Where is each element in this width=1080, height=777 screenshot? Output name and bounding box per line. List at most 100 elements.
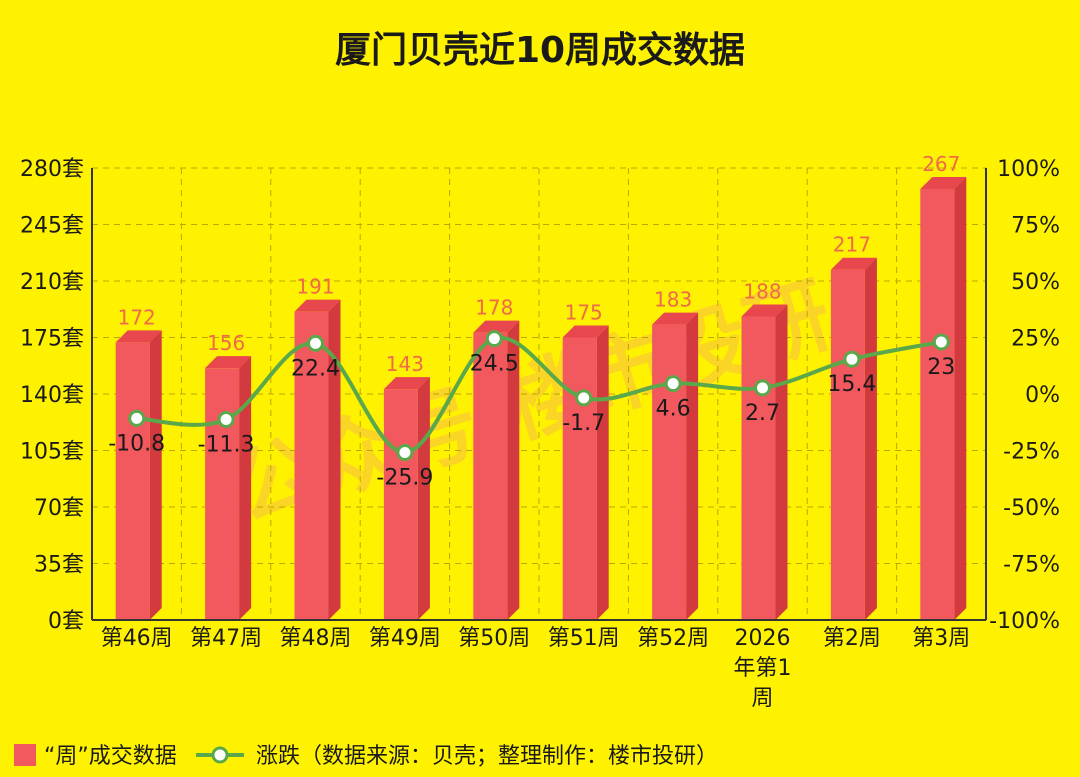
right-tick-label: 75% [1011, 214, 1060, 239]
left-tick-label: 280套 [20, 157, 84, 182]
left-tick-label: 245套 [20, 214, 84, 239]
x-tick-label: 第49周 [369, 626, 441, 651]
bar [473, 332, 508, 620]
change-value-label: 4.6 [656, 397, 691, 422]
change-value-label: 24.5 [470, 352, 519, 377]
right-tick-label: -25% [1003, 440, 1060, 465]
left-tick-label: 210套 [20, 270, 84, 295]
right-tick-label: -75% [1003, 553, 1060, 578]
bar [830, 269, 865, 620]
change-value-label: -1.7 [562, 411, 605, 436]
bar-value-label: 156 [207, 331, 245, 355]
bar [562, 337, 597, 620]
change-value-label: 23 [927, 355, 955, 380]
right-tick-label: 100% [997, 157, 1060, 182]
bar-top [205, 356, 252, 369]
bar-top [294, 299, 341, 312]
bar-top [562, 325, 609, 338]
bar [652, 324, 687, 620]
chart-title: 厦门贝壳近10周成交数据 [335, 29, 745, 71]
bar-series [115, 176, 967, 620]
bar-value-label: 183 [654, 288, 692, 312]
change-point [307, 334, 324, 352]
x-tick-label: 第46周 [101, 626, 173, 651]
bar-side [328, 299, 341, 620]
change-point [932, 333, 950, 351]
x-tick-label: 年第1 [734, 656, 792, 681]
legend: “周”成交数据 涨跌（数据来源：贝壳；整理制作：楼市投研） [14, 744, 718, 769]
bar-top [652, 312, 699, 325]
change-point [485, 330, 503, 348]
x-tick-label: 第47周 [190, 626, 262, 651]
bar-side [596, 325, 609, 620]
x-tick-label: 第3周 [912, 626, 970, 651]
bar-side [686, 312, 699, 620]
bar-value-label: 172 [118, 305, 156, 329]
change-value-label: 22.4 [291, 356, 340, 381]
change-line [136, 335, 942, 455]
data-labels: 172 156 191 143 178 175 183 188 217 267 -10.8 -11.3… [108, 152, 960, 491]
right-tick-label: -50% [1003, 496, 1060, 521]
right-tick-label: -100% [989, 609, 1060, 634]
x-tick-label: 第48周 [280, 626, 352, 651]
change-point [217, 411, 235, 429]
bar-top [741, 304, 788, 317]
bar-value-label: 178 [475, 296, 513, 320]
bar-value-label: 217 [833, 233, 871, 257]
bar [383, 389, 418, 620]
bar-top [830, 257, 877, 270]
right-tick-label: 25% [1011, 327, 1060, 352]
change-value-label: 2.7 [745, 401, 780, 426]
change-point [843, 350, 861, 368]
legend-line-marker [211, 746, 229, 764]
bar [294, 311, 329, 620]
left-tick-label: 105套 [20, 440, 84, 465]
bar-value-label: 191 [296, 275, 334, 299]
right-tick-label: 0% [1025, 383, 1060, 408]
x-tick-label: 第52周 [637, 626, 709, 651]
line-series [128, 330, 950, 462]
legend-line-label: 涨跌（数据来源：贝壳；整理制作：楼市投研） [256, 744, 718, 769]
change-point [575, 389, 593, 407]
axes: 0套 35套 70套 105套 140套 175套 210套 245套 280套 -100% -75… [20, 157, 1060, 711]
bar-side [775, 304, 788, 620]
x-tick-label: 第50周 [458, 626, 530, 651]
right-tick-label: 50% [1011, 270, 1060, 295]
bar-value-label: 267 [922, 152, 960, 176]
change-value-label: -11.3 [198, 433, 255, 458]
change-point [664, 375, 682, 393]
bar-value-label: 175 [565, 301, 603, 325]
left-tick-label: 70套 [34, 496, 84, 521]
bar-top [920, 176, 967, 189]
bar [115, 342, 150, 620]
left-tick-label: 0套 [48, 609, 84, 634]
x-tick-label: 第51周 [548, 626, 620, 651]
bar-side [239, 356, 252, 620]
x-tick-label: 周 [751, 686, 773, 711]
left-tick-label: 140套 [20, 383, 84, 408]
change-value-label: -25.9 [376, 466, 433, 491]
bar [741, 316, 776, 620]
bar-value-label: 188 [743, 280, 781, 304]
change-value-label: 15.4 [827, 372, 876, 397]
bar-side [417, 377, 430, 620]
bar [205, 368, 240, 620]
x-tick-label: 第2周 [823, 626, 881, 651]
left-tick-label: 175套 [20, 327, 84, 352]
bar-top [115, 330, 162, 343]
x-tick-label: 2026 [735, 626, 791, 651]
bar-top [383, 377, 430, 390]
change-point [754, 379, 771, 397]
change-value-label: -10.8 [108, 431, 165, 456]
bar [920, 188, 955, 620]
change-point [396, 444, 414, 462]
bar-side [149, 330, 162, 620]
legend-bar-swatch [14, 744, 36, 766]
bar-side [507, 320, 520, 620]
bar-side [864, 257, 877, 620]
bar-value-label: 143 [386, 352, 424, 376]
legend-bar-label: “周”成交数据 [44, 744, 177, 769]
left-tick-label: 35套 [34, 553, 84, 578]
